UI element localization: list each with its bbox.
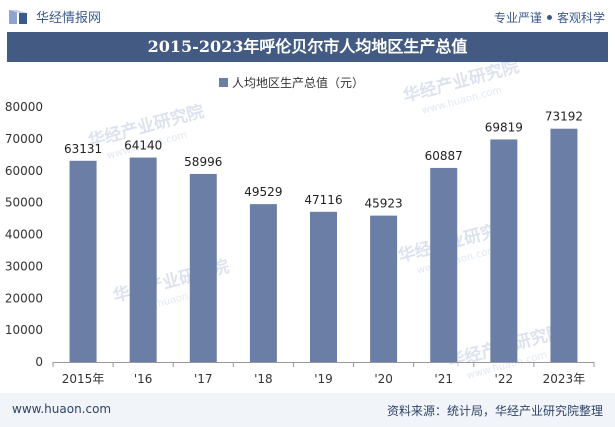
bar[interactable] [550,128,578,362]
y-tick-label: 70000 [5,132,43,146]
bar[interactable] [249,204,277,362]
y-tick-label: 40000 [5,228,43,242]
y-tick-label: 0 [35,355,43,369]
x-tick-label: '17 [194,372,213,386]
bar-value-label: 64140 [124,139,162,153]
slogan-left: 专业严谨 [493,11,542,25]
bar-value-label: 73192 [545,110,583,124]
bar-value-label: 63131 [64,142,102,156]
x-tick-label: '18 [254,372,273,386]
bar-value-label: 69819 [485,120,523,134]
slogan-dot-icon [546,15,552,20]
footer-url[interactable]: www.huaon.com [12,402,112,416]
title-bar: 2015-2023年呼伦贝尔市人均地区生产总值 [7,32,608,62]
bars [69,128,578,362]
bar[interactable] [490,139,518,362]
x-tick-label: '21 [434,372,453,386]
bar[interactable] [69,160,97,362]
slogan-right: 客观科学 [556,11,605,25]
footer-source: 资料来源：统计局，华经产业研究院整理 [386,404,603,418]
legend: 人均地区生产总值（元） [219,75,364,90]
bar-value-label: 47116 [304,193,342,207]
y-tick-label: 30000 [5,259,43,273]
footer: www.huaon.com 资料来源：统计局，华经产业研究院整理 [0,393,615,427]
brand[interactable]: 华经情报网 [8,7,101,26]
x-tick-label: 2015年 [62,372,105,386]
huajing-logo-icon [9,9,27,24]
bar-value-label: 58996 [184,155,222,169]
data-labels: 63131 64140 58996 49529 47116 45923 60887 69819… [64,110,583,211]
bar[interactable] [370,215,398,362]
y-axis: 0 10000 20000 30000 40000 50000 60000 70000 8000… [5,100,43,369]
bar[interactable] [430,167,458,362]
x-tick-label: '20 [374,372,393,386]
top-bar: 华经情报网 专业严谨 客观科学 [0,0,615,32]
y-tick-label: 10000 [5,323,43,337]
bar-value-label: 60887 [425,149,463,163]
x-tick-label: '22 [495,372,514,386]
brand-name: 华经情报网 [36,11,102,26]
y-tick-label: 60000 [5,164,43,178]
bar-value-label: 45923 [365,197,403,211]
x-tick-label: '16 [134,372,153,386]
legend-label: 人均地区生产总值（元） [232,75,364,90]
bar-chart: 华经产业研究院www.huaon.com华经产业研究院www.huaon.com… [5,62,595,386]
bar-value-label: 49529 [244,185,282,199]
slogan: 专业严谨 客观科学 [494,9,605,26]
bar[interactable] [310,211,337,362]
chart-title: 2015-2023年呼伦贝尔市人均地区生产总值 [147,37,468,56]
x-tick-label: 2023年 [543,372,586,386]
y-tick-label: 20000 [5,291,43,305]
x-tick-label: '19 [314,372,333,386]
y-tick-label: 50000 [5,196,43,210]
x-axis: 2015年 '16 '17 '18 '19 '20 '21 '22 2023年 [52,362,595,386]
y-tick-label: 80000 [5,100,43,114]
bar[interactable] [189,173,217,362]
bar[interactable] [129,157,157,362]
legend-swatch [219,78,228,87]
